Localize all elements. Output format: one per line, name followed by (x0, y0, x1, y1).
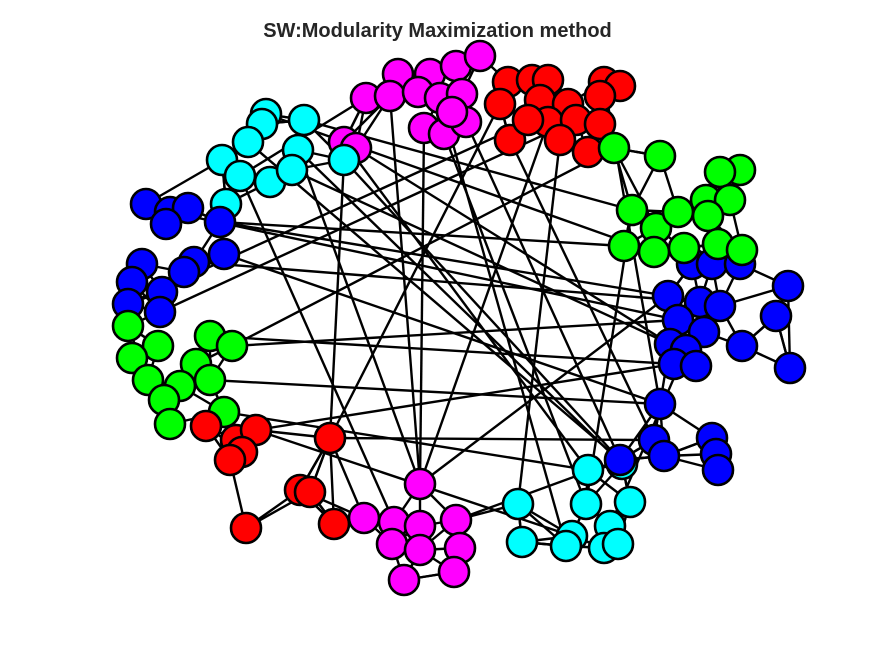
node-cyan-bottom (601, 527, 635, 561)
node-blue-left (149, 207, 183, 241)
node-magenta-bottom (439, 503, 473, 537)
node-cyan-bottom (505, 525, 539, 559)
node-blue-left (203, 205, 237, 239)
node-magenta-top (373, 79, 407, 113)
edge-inter (516, 139, 562, 505)
node-blue-left (167, 255, 201, 289)
node-red-top (493, 123, 527, 157)
edge-inter (296, 149, 422, 485)
edge-inter (464, 121, 624, 465)
node-red-bottom (229, 511, 263, 545)
node-cyan-top (327, 143, 361, 177)
node-green-right (667, 231, 701, 265)
node-blue-right (759, 299, 793, 333)
node-blue-left (207, 237, 241, 271)
node-cyan-bottom (501, 487, 535, 521)
node-red-bottom (189, 409, 223, 443)
edge-inter (343, 141, 589, 471)
node-blue-right-bottom (701, 453, 735, 487)
node-blue-right-bottom (647, 439, 681, 473)
edge-inter (209, 378, 661, 406)
node-red-top (583, 107, 617, 141)
node-green-right (607, 229, 641, 263)
edge-inter (418, 127, 426, 485)
node-magenta-top (463, 39, 497, 73)
node-green-left (215, 329, 249, 363)
node-green-right (615, 193, 649, 227)
edge-inter (169, 210, 679, 322)
edge-inter (219, 220, 669, 298)
edge-inter (231, 146, 615, 348)
node-blue-right-bottom (603, 443, 637, 477)
node-red-top (511, 103, 545, 137)
node-green-right (661, 195, 695, 229)
node-red-top (483, 87, 517, 121)
node-red-bottom (313, 421, 347, 455)
node-red-top (583, 79, 617, 113)
node-green-left (153, 407, 187, 441)
edge-inter (388, 95, 422, 485)
node-green-right (637, 235, 671, 269)
node-blue-right (703, 289, 737, 323)
chart-title: SW:Modularity Maximization method (263, 20, 612, 42)
node-magenta-top (435, 95, 469, 129)
node-green-right (597, 131, 631, 165)
edge-inter (328, 103, 502, 439)
node-red-top (543, 123, 577, 157)
node-cyan-top (223, 159, 257, 193)
node-green-left (111, 309, 145, 343)
node-blue-left (143, 295, 177, 329)
node-blue-right (679, 349, 713, 383)
node-green-left (193, 363, 227, 397)
node-magenta-bottom (403, 467, 437, 501)
node-cyan-bottom (571, 453, 605, 487)
node-cyan-top (231, 125, 265, 159)
node-magenta-bottom (347, 501, 381, 535)
node-green-right (713, 183, 747, 217)
node-magenta-bottom (387, 563, 421, 597)
node-green-left (115, 341, 149, 375)
node-blue-right-bottom (643, 387, 677, 421)
edge-inter (223, 252, 661, 406)
node-green-right (725, 233, 759, 267)
edge-inter (329, 436, 655, 442)
node-cyan-bottom (613, 485, 647, 519)
node-cyan-top (275, 153, 309, 187)
node-blue-right (725, 329, 759, 363)
node-cyan-bottom (549, 529, 583, 563)
edge-inter (419, 295, 669, 485)
node-red-bottom (213, 443, 247, 477)
node-blue-right (773, 351, 807, 385)
node-cyan-bottom (569, 487, 603, 521)
node-green-right (643, 139, 677, 173)
edge-inter (223, 410, 589, 472)
node-cyan-top (287, 103, 321, 137)
node-magenta-bottom (437, 555, 471, 589)
node-green-right (703, 155, 737, 189)
edge-inter (247, 141, 621, 461)
edge-inter (209, 334, 675, 366)
node-green-right (691, 199, 725, 233)
node-magenta-bottom (403, 533, 437, 567)
edge-inter (291, 168, 671, 346)
nodes-layer (111, 39, 807, 597)
node-magenta-bottom (375, 527, 409, 561)
node-blue-left (171, 191, 205, 225)
node-red-bottom (293, 475, 327, 509)
edge-inter (238, 175, 396, 523)
node-red-bottom (317, 507, 351, 541)
node-blue-right (771, 269, 805, 303)
edge-inter (355, 146, 671, 346)
edge-inter (255, 362, 675, 432)
edge-inter (438, 97, 568, 547)
